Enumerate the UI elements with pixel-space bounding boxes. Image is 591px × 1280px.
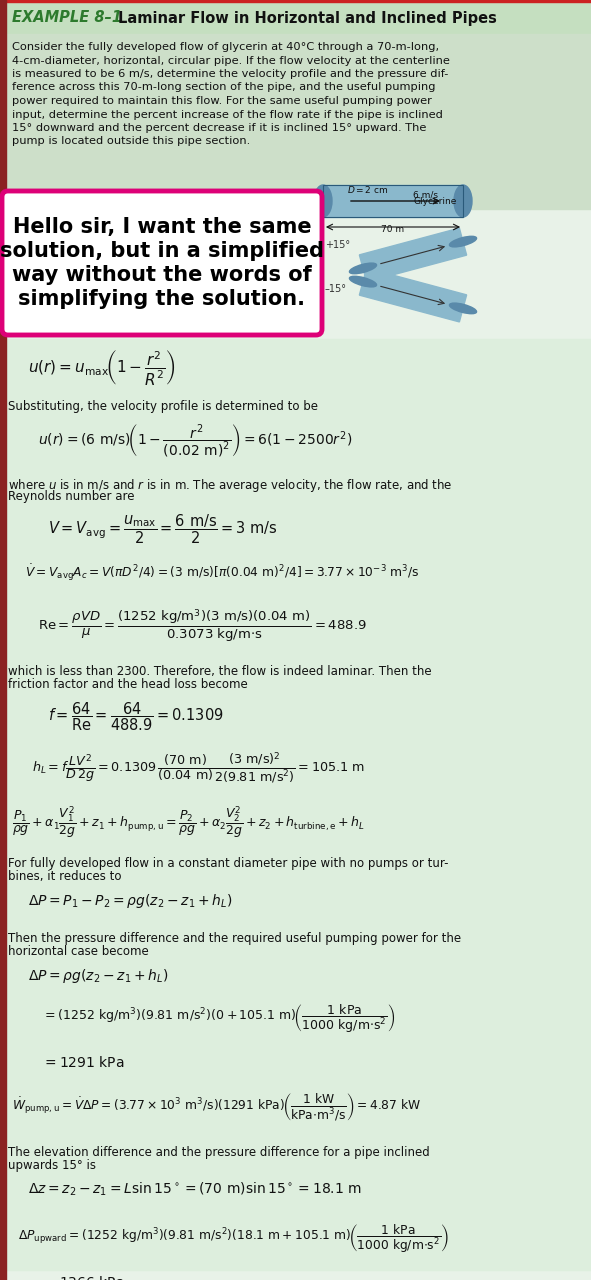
Text: $\dot{V} = V_{\mathrm{avg}}A_c = V(\pi D^2/4) = (3\ \mathrm{m/s})[\pi(0.04\ \mat: $\dot{V} = V_{\mathrm{avg}}A_c = V(\pi D…	[25, 562, 420, 582]
Text: horizontal case become: horizontal case become	[8, 945, 149, 957]
Text: The elevation difference and the pressure difference for a pipe inclined: The elevation difference and the pressur…	[8, 1146, 430, 1158]
Text: bines, it reduces to: bines, it reduces to	[8, 870, 122, 883]
Text: $f = \dfrac{64}{\mathrm{Re}} = \dfrac{64}{488.9} = 0.1309$: $f = \dfrac{64}{\mathrm{Re}} = \dfrac{64…	[48, 700, 224, 732]
Text: $u(r) = (6\ \mathrm{m/s})\!\left(1 - \dfrac{r^2}{(0.02\ \mathrm{m})^2}\right) = : $u(r) = (6\ \mathrm{m/s})\!\left(1 - \df…	[38, 422, 352, 458]
Polygon shape	[359, 268, 467, 323]
Bar	[6, 339, 591, 1270]
Ellipse shape	[314, 186, 332, 218]
Text: pump is located outside this pipe section.: pump is located outside this pipe sectio…	[12, 137, 250, 146]
Text: $\Delta P = \rho g(z_2 - z_1 + h_L)$: $\Delta P = \rho g(z_2 - z_1 + h_L)$	[28, 966, 168, 986]
Bar	[0, 0, 6, 1280]
Text: EXAMPLE 8–1: EXAMPLE 8–1	[12, 10, 122, 26]
Bar	[0, 0, 591, 3]
Text: upwards 15° is: upwards 15° is	[8, 1158, 96, 1172]
Text: $V = V_{\mathrm{avg}} = \dfrac{u_{\mathrm{max}}}{2} = \dfrac{6\ \mathrm{m/s}}{2}: $V = V_{\mathrm{avg}} = \dfrac{u_{\mathr…	[48, 512, 278, 545]
Text: $= 1366\ \mathrm{kPa}$: $= 1366\ \mathrm{kPa}$	[42, 1275, 125, 1280]
Text: Reynolds number are: Reynolds number are	[8, 490, 135, 503]
Text: 70 m: 70 m	[381, 225, 405, 234]
Text: Substituting, the velocity profile is determined to be: Substituting, the velocity profile is de…	[8, 399, 318, 413]
Text: power required to maintain this flow. For the same useful pumping power: power required to maintain this flow. Fo…	[12, 96, 432, 106]
Text: where $u$ is in m/s and $r$ is in m. The average velocity, the flow rate, and th: where $u$ is in m/s and $r$ is in m. The…	[8, 477, 453, 494]
Text: 6 m/s: 6 m/s	[413, 189, 438, 198]
Text: $\Delta P_{\mathrm{upward}} = (1252\ \mathrm{kg/m^3})(9.81\ \mathrm{m/s^2})(18.1: $\Delta P_{\mathrm{upward}} = (1252\ \ma…	[18, 1222, 449, 1254]
Text: $= 1291\ \mathrm{kPa}$: $= 1291\ \mathrm{kPa}$	[42, 1055, 124, 1070]
Bar	[6, 35, 591, 209]
Text: $D = 2$ cm: $D = 2$ cm	[348, 184, 389, 195]
Text: input, determine the percent increase of the flow rate if the pipe is inclined: input, determine the percent increase of…	[12, 110, 443, 119]
Bar	[6, 3, 591, 35]
Ellipse shape	[349, 264, 376, 274]
Text: Then the pressure difference and the required useful pumping power for the: Then the pressure difference and the req…	[8, 932, 461, 945]
Text: Glycerine: Glycerine	[413, 197, 456, 206]
Text: For fully developed flow in a constant diameter pipe with no pumps or tur-: For fully developed flow in a constant d…	[8, 858, 449, 870]
Bar	[323, 186, 463, 218]
FancyBboxPatch shape	[2, 191, 322, 335]
Ellipse shape	[449, 303, 476, 314]
Text: Consider the fully developed flow of glycerin at 40°C through a 70-m-long,: Consider the fully developed flow of gly…	[12, 42, 439, 52]
Text: $u(r) = u_{\mathrm{max}}\!\left(1 - \dfrac{r^2}{R^2}\right)$: $u(r) = u_{\mathrm{max}}\!\left(1 - \dfr…	[28, 348, 176, 387]
Text: ference across this 70-m-long section of the pipe, and the useful pumping: ference across this 70-m-long section of…	[12, 82, 436, 92]
Text: $\dfrac{P_1}{\rho g} + \alpha_1\dfrac{V_1^2}{2g} + z_1 + h_{\mathrm{pump,u}} = \: $\dfrac{P_1}{\rho g} + \alpha_1\dfrac{V_…	[12, 805, 365, 841]
Text: $h_L = f\dfrac{LV^2}{D\,2g} = 0.1309\,\dfrac{(70\ \mathrm{m})}{(0.04\ \mathrm{m}: $h_L = f\dfrac{LV^2}{D\,2g} = 0.1309\,\d…	[32, 750, 365, 785]
Text: is measured to be 6 m/s, determine the velocity profile and the pressure dif-: is measured to be 6 m/s, determine the v…	[12, 69, 449, 79]
Text: Laminar Flow in Horizontal and Inclined Pipes: Laminar Flow in Horizontal and Inclined …	[118, 10, 497, 26]
Bar	[323, 186, 463, 218]
Text: $\mathrm{Re} = \dfrac{\rho VD}{\mu} = \dfrac{(1252\ \mathrm{kg/m^3})(3\ \mathrm{: $\mathrm{Re} = \dfrac{\rho VD}{\mu} = \d…	[38, 607, 367, 644]
Text: $\dot{W}_{\mathrm{pump,u}} = \dot{V}\Delta P = (3.77 \times 10^3\ \mathrm{m^3/s}: $\dot{W}_{\mathrm{pump,u}} = \dot{V}\Del…	[12, 1091, 421, 1123]
Ellipse shape	[349, 276, 376, 287]
Text: 15° downward and the percent decrease if it is inclined 15° upward. The: 15° downward and the percent decrease if…	[12, 123, 426, 133]
Text: $\Delta P = P_1 - P_2 = \rho g(z_2 - z_1 + h_L)$: $\Delta P = P_1 - P_2 = \rho g(z_2 - z_1…	[28, 892, 232, 910]
Text: –15°: –15°	[325, 284, 347, 294]
Text: friction factor and the head loss become: friction factor and the head loss become	[8, 678, 248, 691]
Ellipse shape	[454, 186, 472, 218]
Text: 4-cm-diameter, horizontal, circular pipe. If the flow velocity at the centerline: 4-cm-diameter, horizontal, circular pipe…	[12, 55, 450, 65]
Text: +15°: +15°	[325, 241, 350, 250]
Text: $\Delta z = z_2 - z_1 = L\sin 15^\circ = (70\ \mathrm{m})\sin 15^\circ = 18.1\ \: $\Delta z = z_2 - z_1 = L\sin 15^\circ =…	[28, 1181, 362, 1198]
Text: which is less than 2300. Therefore, the flow is indeed laminar. Then the: which is less than 2300. Therefore, the …	[8, 666, 431, 678]
Text: $= (1252\ \mathrm{kg/m^3})(9.81\ \mathrm{m/s^2})(0 + 105.1\ \mathrm{m})\!\left(\: $= (1252\ \mathrm{kg/m^3})(9.81\ \mathrm…	[42, 1004, 395, 1036]
Text: Hello sir, I want the same
solution, but in a simplified
way without the words o: Hello sir, I want the same solution, but…	[0, 218, 324, 308]
Polygon shape	[359, 228, 467, 282]
Ellipse shape	[449, 237, 476, 247]
